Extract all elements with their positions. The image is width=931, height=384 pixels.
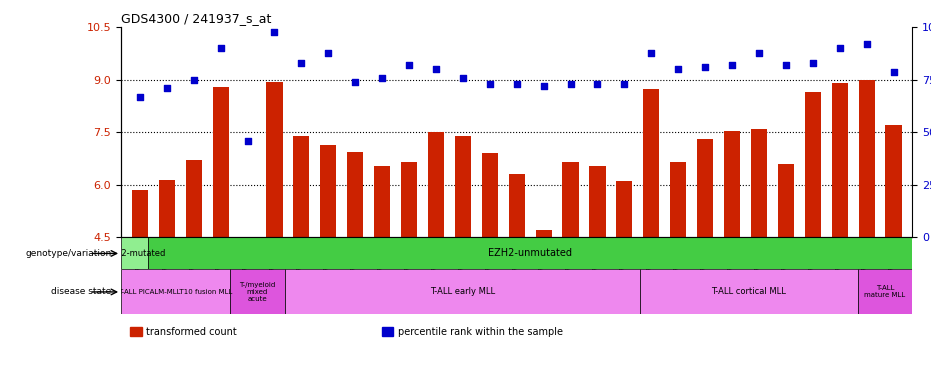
Text: T-ALL early MLL: T-ALL early MLL bbox=[429, 288, 494, 296]
Point bbox=[240, 138, 255, 144]
Text: T-ALL
mature MLL: T-ALL mature MLL bbox=[865, 285, 906, 298]
Point bbox=[294, 60, 309, 66]
Bar bbox=[230, 270, 285, 314]
Bar bbox=[724, 131, 740, 237]
Bar bbox=[857, 270, 912, 314]
Bar bbox=[751, 129, 767, 237]
Text: T-ALL PICALM-MLLT10 fusion MLL: T-ALL PICALM-MLLT10 fusion MLL bbox=[118, 289, 233, 295]
Bar bbox=[643, 89, 659, 237]
Point bbox=[644, 50, 659, 56]
Bar bbox=[640, 270, 857, 314]
Bar bbox=[347, 152, 363, 237]
Point bbox=[805, 60, 820, 66]
Bar bbox=[670, 162, 686, 237]
Point bbox=[536, 83, 551, 89]
Point bbox=[859, 41, 874, 47]
Point bbox=[159, 85, 174, 91]
Bar bbox=[212, 87, 229, 237]
Bar bbox=[777, 164, 794, 237]
Bar bbox=[401, 162, 417, 237]
Bar bbox=[428, 132, 444, 237]
Bar bbox=[616, 182, 632, 237]
Point bbox=[482, 81, 497, 87]
Point bbox=[670, 66, 685, 73]
Point bbox=[751, 50, 766, 56]
Point bbox=[401, 62, 416, 68]
Bar bbox=[697, 139, 713, 237]
Bar bbox=[132, 190, 148, 237]
Bar bbox=[562, 162, 578, 237]
Text: GDS4300 / 241937_s_at: GDS4300 / 241937_s_at bbox=[121, 12, 272, 25]
Bar bbox=[535, 230, 552, 237]
Bar bbox=[804, 92, 821, 237]
Bar bbox=[121, 270, 230, 314]
Point bbox=[778, 62, 793, 68]
Point bbox=[348, 79, 363, 85]
Bar bbox=[831, 83, 848, 237]
Bar bbox=[374, 166, 390, 237]
Bar bbox=[885, 126, 901, 237]
Text: percentile rank within the sample: percentile rank within the sample bbox=[398, 327, 562, 337]
Point bbox=[132, 94, 147, 100]
Bar bbox=[455, 136, 471, 237]
Text: EZH2-mutated: EZH2-mutated bbox=[104, 249, 166, 258]
Text: T-ALL cortical MLL: T-ALL cortical MLL bbox=[711, 288, 786, 296]
Bar bbox=[185, 161, 202, 237]
Bar bbox=[121, 237, 148, 270]
Text: genotype/variation: genotype/variation bbox=[25, 249, 112, 258]
Bar bbox=[239, 237, 256, 239]
Point bbox=[455, 75, 470, 81]
Point bbox=[428, 66, 443, 73]
Text: disease state: disease state bbox=[51, 288, 112, 296]
Point bbox=[563, 81, 578, 87]
Point bbox=[590, 81, 605, 87]
Point bbox=[509, 81, 524, 87]
Point bbox=[374, 75, 389, 81]
Bar bbox=[481, 154, 498, 237]
Bar bbox=[266, 82, 282, 237]
Bar bbox=[508, 174, 525, 237]
Point bbox=[617, 81, 632, 87]
Point bbox=[267, 28, 282, 35]
Point bbox=[321, 50, 336, 56]
Bar bbox=[320, 145, 336, 237]
Bar bbox=[158, 180, 175, 237]
Point bbox=[186, 77, 201, 83]
Text: T-/myeloid
mixed
acute: T-/myeloid mixed acute bbox=[239, 282, 276, 302]
Point bbox=[724, 62, 739, 68]
Point bbox=[213, 45, 228, 51]
Bar bbox=[293, 136, 309, 237]
Point bbox=[832, 45, 847, 51]
Point bbox=[886, 68, 901, 74]
Bar bbox=[285, 270, 640, 314]
Bar bbox=[858, 80, 875, 237]
Bar bbox=[589, 166, 605, 237]
Text: transformed count: transformed count bbox=[146, 327, 236, 337]
Point bbox=[697, 64, 712, 70]
Text: EZH2-unmutated: EZH2-unmutated bbox=[489, 248, 573, 258]
